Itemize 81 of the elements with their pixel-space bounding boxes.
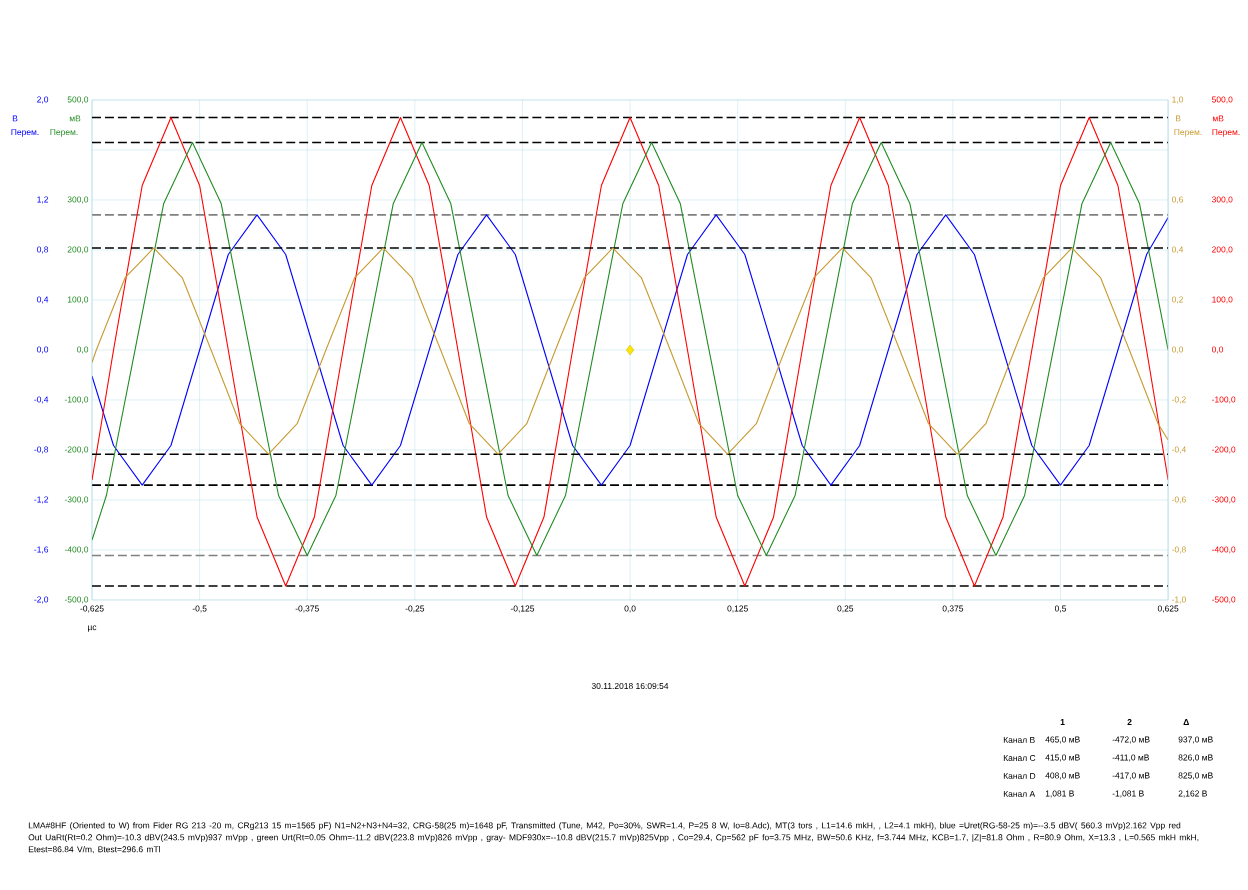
y3-tick-label: -0,6 [1172,496,1186,504]
text: Перем. [11,129,39,137]
text: -100,0 [1212,396,1236,404]
x-tick-label: -0,125 [510,605,535,613]
text: 415,0 мВ [1045,754,1080,762]
y3-tick-label: 0,2 [1171,296,1183,304]
y3-tick-label: 0,6 [1171,196,1184,204]
y2-tick-label: 100,0 [67,296,89,304]
y2-tick-label: -300,0 [64,496,89,504]
text: 826,0 мВ [1178,754,1213,762]
x-axis-title: µс [88,625,97,632]
text: 1 [1060,719,1065,725]
x-tick-label: 0,125 [727,605,748,613]
y-tick-label: 0,8 [37,246,49,254]
text: 1,081 В [1045,790,1074,798]
text: -417,0 мВ [1112,772,1150,780]
y-tick-label: 2,0 [37,96,49,104]
text: -472,0 мВ [1112,736,1150,744]
y3-tick-label: 0,0 [1171,346,1184,354]
text: Перем. [50,129,78,137]
y3-axis-title: В [1175,115,1181,122]
text: 937,0 мВ [1178,736,1213,744]
y2-tick-label: -500,0 [64,596,89,604]
text: 30.11.2018 16:09:54 [591,682,669,689]
y2-tick-label: -400,0 [64,546,89,554]
text: 2,162 В [1178,790,1207,798]
text: -1,081 В [1112,790,1144,798]
text: 2 [1127,719,1132,725]
text: мВ [1212,115,1224,122]
y-tick-label: -1,2 [34,496,49,504]
text: -500,0 [1212,596,1236,604]
y-tick-label: -0,8 [34,446,49,454]
y-tick-label: -0,4 [34,396,49,404]
x-tick-label: -0,625 [80,605,104,613]
text: -200,0 [1212,446,1236,454]
text: Перем. [1212,129,1240,137]
x-tick-label: 0,375 [942,605,964,613]
y3-tick-label: -1,0 [1172,596,1186,604]
y3-tick-label: -0,2 [1172,396,1186,404]
text: 465,0 мВ [1045,736,1080,744]
text: 500,0 [1211,96,1233,104]
text: Перем. [1174,129,1202,137]
y2-tick-label: 500,0 [67,96,89,104]
y-axis-title: В [12,115,18,122]
y3-tick-label: -0,4 [1172,446,1186,454]
x-tick-label: 0,0 [624,605,636,613]
x-tick-label: -0,375 [295,605,319,613]
y-tick-label: 0,0 [37,346,49,354]
y3-tick-label: -0,8 [1172,546,1186,554]
x-tick-label: 0,5 [1054,605,1067,613]
y-tick-label: -2,0 [34,596,49,604]
y2-tick-label: 300,0 [67,196,89,204]
y2-tick-label: 0,0 [77,346,89,354]
text: 0,0 [1211,346,1224,354]
y3-tick-label: 0,4 [1171,246,1184,254]
x-tick-label: -0,25 [405,605,425,613]
text: 200,0 [1212,246,1233,254]
y-tick-label: 0,4 [37,296,49,304]
y2-tick-label: -200,0 [64,446,89,454]
text: Канал В [1003,737,1035,743]
text: Δ [1183,719,1189,725]
y2-tick-label: 200,0 [67,246,89,254]
x-tick-label: 0,25 [837,605,854,613]
text: 408,0 мВ [1045,772,1080,780]
text: Канал С [1003,754,1036,761]
text: 300,0 [1211,196,1233,204]
x-tick-label: 0,625 [1157,605,1179,613]
x-tick-label: -0,5 [192,605,207,613]
text: -411,0 мВ [1112,754,1149,762]
text: Канал А [1003,791,1036,797]
text: LMA#8HF (Oriented to W) from Fider RG 213 -20 m, CRg213 15 m=1565 pF) N1=N2+N3+N4=32, CRG-58(25 m)=1648 pF, Transmitted (Tune, M42, Po=30%, SWR=1.4, P=25 8 W, Io=8.Adc), MT(3 tors , L1=14.6 mkH, , L2=4.1 mkH), blue =Uret(RG-58-25 m)=--3.5 dBV( 560.3 mVp)2.162 Vpp red Out UaRt(Rt=0.2 Ohm)=-10.3 dBV(243.5 mVp)937 mVpp , green Urt(Rt=0.05 Ohm=-11.2 dBV(223.8 mVp)826 mVpp , gray- MDF930x=--10.8 dBV(215.7 mVp)825Vpp , Co=29.4, Cp=562 pF fo=3.75 MHz, BW=50.6 KHz, f=3.744 MHz, KCB=1.7, |Z|=81.8 Ohm , R=80.9 Ohm, X=13.3 , L=0.565 mkH mkH, Etest=86.84 V/m, Btest=296.6 mTl [28,822,1199,854]
y3-tick-label: 1,0 [1172,96,1184,104]
text: -300,0 [1212,496,1236,504]
text: 100,0 [1212,296,1233,304]
text: Канал D [1003,773,1036,779]
text: -400,0 [1212,546,1236,554]
y2-tick-label: -100,0 [64,396,89,404]
text: 825,0 мВ [1178,772,1213,780]
y-tick-label: 1,2 [37,196,49,204]
y2-axis-title: мВ [69,115,81,122]
y-tick-label: -1,6 [34,546,49,554]
